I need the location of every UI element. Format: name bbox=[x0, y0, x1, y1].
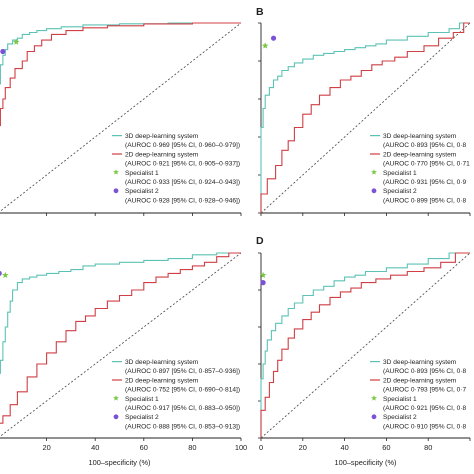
panel-d-legend-dot-icon bbox=[371, 414, 377, 420]
panel-b-legend-auroc: (AUROC 0·931 [95% CI, 0·9 bbox=[383, 179, 467, 186]
panel-b-chance-line bbox=[260, 22, 471, 214]
panel-d-legend-name: Specialist 2 bbox=[383, 414, 417, 421]
panel-c-legend-auroc: (AUROC 0·917 [95% CI, 0·883–0·950]) bbox=[125, 405, 240, 412]
panel-c-legend-auroc: (AUROC 0·752 [95% CI, 0·690–0·814]) bbox=[125, 387, 240, 394]
panel-d-chance-line bbox=[260, 252, 471, 439]
panel-a-specialist-1-marker bbox=[12, 38, 20, 45]
panel-d-x-axis-label: 100–specificity (%) bbox=[334, 458, 396, 467]
panel-c-x-tick-label: 40 bbox=[91, 443, 99, 452]
panel-b-legend-auroc: (AUROC 0·770 [95% CI, 0·71 bbox=[383, 161, 470, 168]
panel-d-legend-auroc: (AUROC 0·921 [95% CI, 0·8 bbox=[383, 405, 467, 412]
panel-a-3d-roc-curve bbox=[0, 22, 241, 85]
panel-b-specialist-1-marker bbox=[261, 42, 269, 49]
panel-a-legend-auroc: (AUROC 0·969 [95% CI, 0·960–0·979]) bbox=[125, 142, 240, 149]
panel-b-legend-auroc: (AUROC 0·893 [95% CI, 0·8 bbox=[383, 142, 467, 149]
panel-b-specialist-2-marker bbox=[270, 35, 277, 41]
panel-a-legend-auroc: (AUROC 0·921 [95% CI, 0·905–0·937]) bbox=[125, 161, 240, 168]
panel-c-specialist-2-marker bbox=[0, 270, 2, 276]
panel-d-specialist-2-marker bbox=[260, 280, 266, 286]
panel-a-specialist-2-marker bbox=[0, 48, 6, 55]
panel-c-legend-dot-icon bbox=[113, 414, 119, 420]
panel-c-x-tick-label: 60 bbox=[140, 443, 148, 452]
panel-b-legend-auroc: (AUROC 0·899 [95% CI, 0·8 bbox=[383, 197, 467, 204]
panel-d-x-tick-label: 0 bbox=[259, 443, 263, 452]
panel-a-legend-dot-icon bbox=[113, 188, 119, 194]
panel-c-legend-name: Specialist 2 bbox=[125, 414, 159, 421]
panel-c-x-tick-label: 100 bbox=[235, 443, 247, 452]
panel-d-x-tick-label: 40 bbox=[340, 443, 348, 452]
panel-c-legend-name: 2D deep-learning system bbox=[125, 377, 199, 384]
panel-b-legend-star-icon bbox=[371, 169, 377, 175]
panel-c-x-tick-label: 80 bbox=[188, 443, 196, 452]
panel-c-x-axis-label: 100–specificity (%) bbox=[88, 458, 150, 467]
panel-b-legend-name: 2D deep-learning system bbox=[383, 151, 457, 158]
panel-d-x-tick-label: 80 bbox=[424, 443, 432, 452]
panel-c-2d-roc-curve bbox=[0, 252, 241, 424]
panel-d-legend-auroc: (AUROC 0·793 [95% CI, 0·7 bbox=[383, 387, 467, 394]
panel-d-2d-roc-curve bbox=[260, 252, 470, 438]
panel-a-legend-name: 3D deep-learning system bbox=[125, 133, 199, 140]
panel-c-legend-star-icon bbox=[113, 395, 119, 401]
panel-b-label: B bbox=[256, 6, 264, 18]
panel-c-legend-auroc: (AUROC 0·888 [95% CI, 0·853–0·913]) bbox=[125, 423, 240, 430]
panel-d-specialist-1-marker bbox=[259, 271, 267, 278]
panel-a-chance-line bbox=[0, 22, 242, 212]
panel-a-2d-roc-curve bbox=[0, 22, 241, 127]
panel-d-x-tick-label: 20 bbox=[299, 443, 307, 452]
panel-b-3d-roc-curve bbox=[260, 22, 470, 213]
panel-b-2d-roc-curve bbox=[260, 22, 470, 213]
panel-d-legend-name: 2D deep-learning system bbox=[383, 377, 457, 384]
panel-d-legend-auroc: (AUROC 0·910 [95% CI, 0·8 bbox=[383, 423, 467, 430]
panel-d-legend-auroc: (AUROC 0·893 [95% CI, 0·8 bbox=[383, 368, 467, 375]
panel-c-chance-line bbox=[0, 252, 242, 437]
panel-d-legend-star-icon bbox=[371, 395, 377, 401]
panel-c-3d-roc-curve bbox=[0, 252, 241, 374]
panel-c-x-tick-label: 20 bbox=[42, 443, 50, 452]
panel-d-3d-roc-curve bbox=[260, 252, 470, 438]
panel-b-legend-name: 3D deep-learning system bbox=[383, 133, 457, 140]
panel-c-legend-auroc: (AUROC 0·897 [95% CI, 0·857–0·936]) bbox=[125, 368, 240, 375]
panel-a-legend-name: Specialist 1 bbox=[125, 170, 159, 177]
panel-d-x-tick-label: 60 bbox=[382, 443, 390, 452]
panel-b-legend-name: Specialist 1 bbox=[383, 170, 417, 177]
panel-b-legend-name: Specialist 2 bbox=[383, 188, 417, 195]
panel-a-legend-star-icon bbox=[113, 169, 119, 175]
panel-d-label: D bbox=[256, 235, 264, 247]
panel-a-legend-name: Specialist 2 bbox=[125, 188, 159, 195]
panel-a-legend-auroc: (AUROC 0·933 [95% CI, 0·924–0·943]) bbox=[125, 179, 240, 186]
panel-a-legend-name: 2D deep-learning system bbox=[125, 151, 199, 158]
panel-c-specialist-1-marker bbox=[2, 271, 9, 278]
panel-a-legend-auroc: (AUROC 0·928 [95% CI, 0·928–0·946]) bbox=[125, 197, 240, 204]
panel-c-legend-name: 3D deep-learning system bbox=[125, 359, 199, 366]
panel-d-legend-name: 3D deep-learning system bbox=[383, 359, 457, 366]
panel-d-legend-name: Specialist 1 bbox=[383, 396, 417, 403]
panel-b-legend-dot-icon bbox=[371, 188, 377, 194]
panel-c-legend-name: Specialist 1 bbox=[125, 396, 159, 403]
